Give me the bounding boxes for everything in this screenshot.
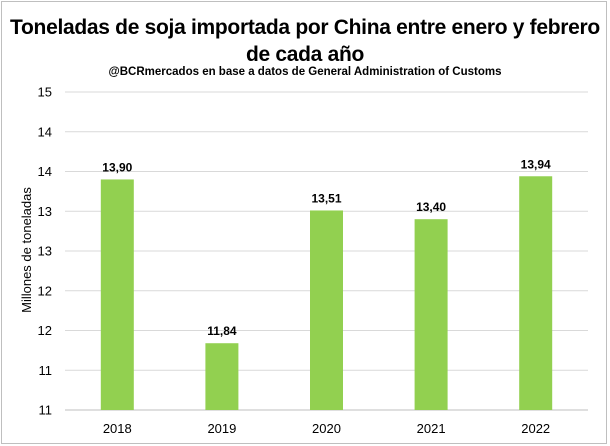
data-label-2019: 11,84 (207, 324, 237, 338)
bar-2020 (310, 210, 343, 410)
bar-2019 (205, 343, 239, 410)
y-tick-label: 12 (38, 323, 52, 338)
x-tick-label: 2019 (207, 421, 236, 436)
bar-2021 (414, 219, 448, 410)
bars (100, 176, 553, 410)
x-tick-label: 2018 (103, 421, 132, 436)
chart-subtitle: @BCRmercados en base a datos de General … (108, 66, 502, 78)
x-tick-label: 2022 (521, 421, 550, 436)
data-label-2022: 13,94 (521, 157, 551, 171)
y-axis-label: Millones de toneladas (19, 187, 34, 313)
y-tick-label: 15 (38, 85, 52, 100)
data-label-2020: 13,51 (311, 191, 341, 205)
data-labels: 13,90 11,84 13,51 13,40 13,94 (102, 157, 551, 338)
bar-2018 (100, 179, 134, 410)
x-tick-label: 2021 (417, 421, 446, 436)
x-tick-label: 2020 (312, 421, 341, 436)
y-tick-label: 14 (38, 164, 52, 179)
chart-title: Toneladas de soja importada por China en… (10, 16, 600, 66)
y-axis-ticks: 15 14 14 13 13 12 12 11 11 (38, 85, 52, 418)
x-axis-ticks: 2018 2019 2020 2021 2022 (103, 421, 550, 436)
y-tick-label: 11 (39, 403, 53, 418)
y-tick-label: 11 (39, 363, 53, 378)
y-tick-label: 14 (38, 124, 52, 139)
data-label-2021: 13,40 (416, 200, 446, 214)
y-tick-label: 13 (38, 204, 52, 219)
y-tick-label: 12 (38, 283, 52, 298)
y-tick-label: 13 (38, 244, 52, 259)
bar-2022 (519, 176, 553, 410)
data-label-2018: 13,90 (102, 160, 132, 174)
